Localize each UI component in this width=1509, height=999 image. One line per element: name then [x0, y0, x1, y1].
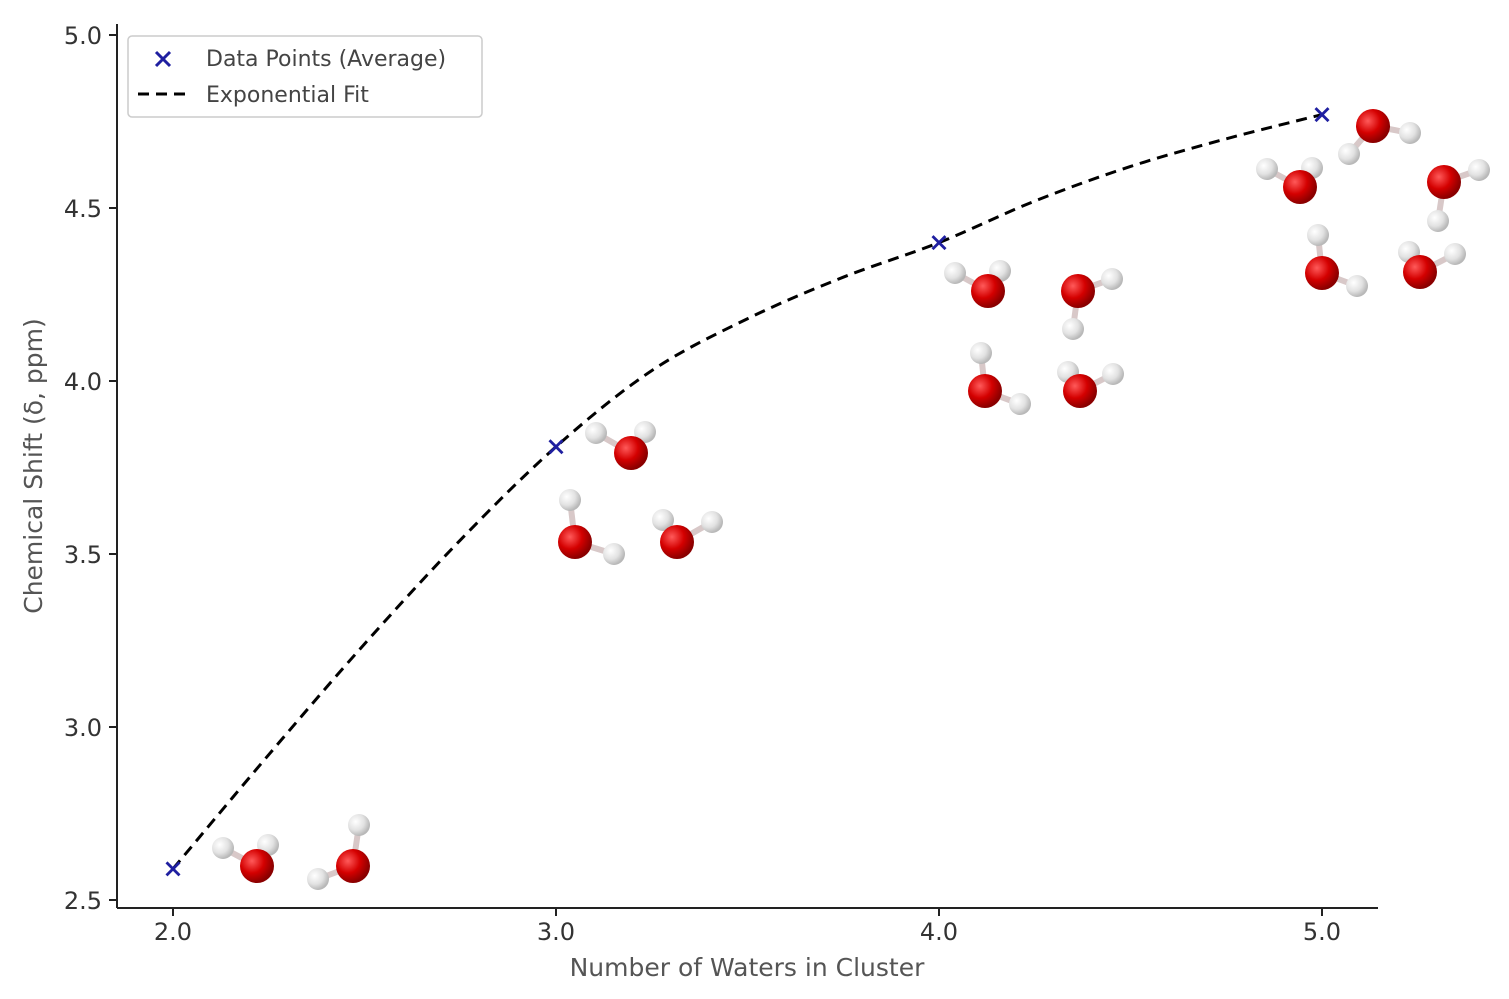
y-tick-label: 3.0 [64, 714, 102, 742]
legend-label-exponential-fit: Exponential Fit [206, 83, 369, 108]
water-molecule [1398, 241, 1466, 289]
water-molecule [585, 421, 656, 470]
hydrogen-atom [1101, 268, 1123, 290]
data-point-marker [1314, 107, 1330, 123]
y-axis-ticks: 2.5 3.0 3.5 4.0 4.5 5.0 [64, 22, 117, 915]
water-molecule-illustrations [212, 109, 1490, 890]
hydrogen-atom [348, 814, 370, 836]
oxygen-atom [558, 525, 592, 559]
hydrogen-atom [1468, 159, 1490, 181]
hydrogen-atom [970, 342, 992, 364]
hydrogen-atom [585, 422, 607, 444]
hydrogen-atom [634, 421, 656, 443]
hydrogen-atom [212, 837, 234, 859]
oxygen-atom [240, 849, 274, 883]
x-tick-label: 2.0 [154, 918, 192, 946]
hydrogen-atom [1427, 210, 1449, 232]
hydrogen-atom [1346, 275, 1368, 297]
legend-marker-x [154, 50, 172, 68]
oxygen-atom [614, 436, 648, 470]
hydrogen-atom [603, 543, 625, 565]
hydrogen-atom [1307, 224, 1329, 246]
oxygen-atom [1061, 274, 1095, 308]
x-tick-label: 3.0 [537, 918, 575, 946]
data-point-marker [931, 235, 947, 251]
hydrogen-atom [1062, 318, 1084, 340]
oxygen-atom [968, 374, 1002, 408]
water-molecule [1305, 224, 1368, 297]
y-axis-title: Chemical Shift (δ, ppm) [19, 318, 48, 614]
x-tick-label: 4.0 [920, 918, 958, 946]
hydrogen-atom [944, 262, 966, 284]
x-tick-label: 5.0 [1303, 918, 1341, 946]
hydrogen-atom [701, 511, 723, 533]
oxygen-atom [660, 525, 694, 559]
hydrogen-atom [1338, 143, 1360, 165]
water-molecule [307, 814, 370, 890]
water-molecule [1256, 157, 1323, 204]
y-tick-label: 3.5 [64, 541, 102, 569]
hydrogen-atom [1009, 393, 1031, 415]
y-tick-label: 4.5 [64, 195, 102, 223]
y-tick-label: 4.0 [64, 368, 102, 396]
water-molecule [944, 260, 1011, 308]
data-points [165, 107, 1330, 877]
oxygen-atom [1403, 255, 1437, 289]
legend-label-data-points: Data Points (Average) [206, 47, 446, 72]
water-molecule [1061, 268, 1123, 340]
plot-axes [116, 24, 1378, 909]
legend-box [127, 35, 483, 118]
hydrogen-atom [307, 868, 329, 890]
water-molecule [1427, 159, 1490, 232]
oxygen-atom [971, 274, 1005, 308]
hydrogen-atom [1399, 122, 1421, 144]
hydrogen-atom [1256, 158, 1278, 180]
exponential-fit-line [171, 113, 1323, 870]
water-molecule [558, 489, 625, 565]
water-molecule [1057, 361, 1124, 408]
hydrogen-atom [1102, 363, 1124, 385]
data-point-marker [548, 439, 564, 455]
y-tick-label: 2.5 [64, 887, 102, 915]
oxygen-atom [1283, 170, 1317, 204]
water-molecule [1338, 109, 1421, 165]
water-molecule [968, 342, 1031, 415]
hydrogen-atom [652, 509, 674, 531]
hydrogen-atom [559, 489, 581, 511]
oxygen-atom [1356, 109, 1390, 143]
oxygen-atom [1063, 374, 1097, 408]
data-point-marker [165, 861, 181, 877]
water-molecule [652, 509, 723, 559]
hydrogen-atom [1444, 243, 1466, 265]
oxygen-atom [1305, 256, 1339, 290]
oxygen-atom [336, 849, 370, 883]
legend: Data Points (Average) Exponential Fit [127, 35, 483, 118]
oxygen-atom [1427, 165, 1461, 199]
water-molecule [212, 834, 279, 883]
x-axis-title: Number of Waters in Cluster [570, 953, 925, 982]
x-axis-ticks: 2.0 3.0 4.0 5.0 [154, 908, 1341, 946]
y-tick-label: 5.0 [64, 22, 102, 50]
